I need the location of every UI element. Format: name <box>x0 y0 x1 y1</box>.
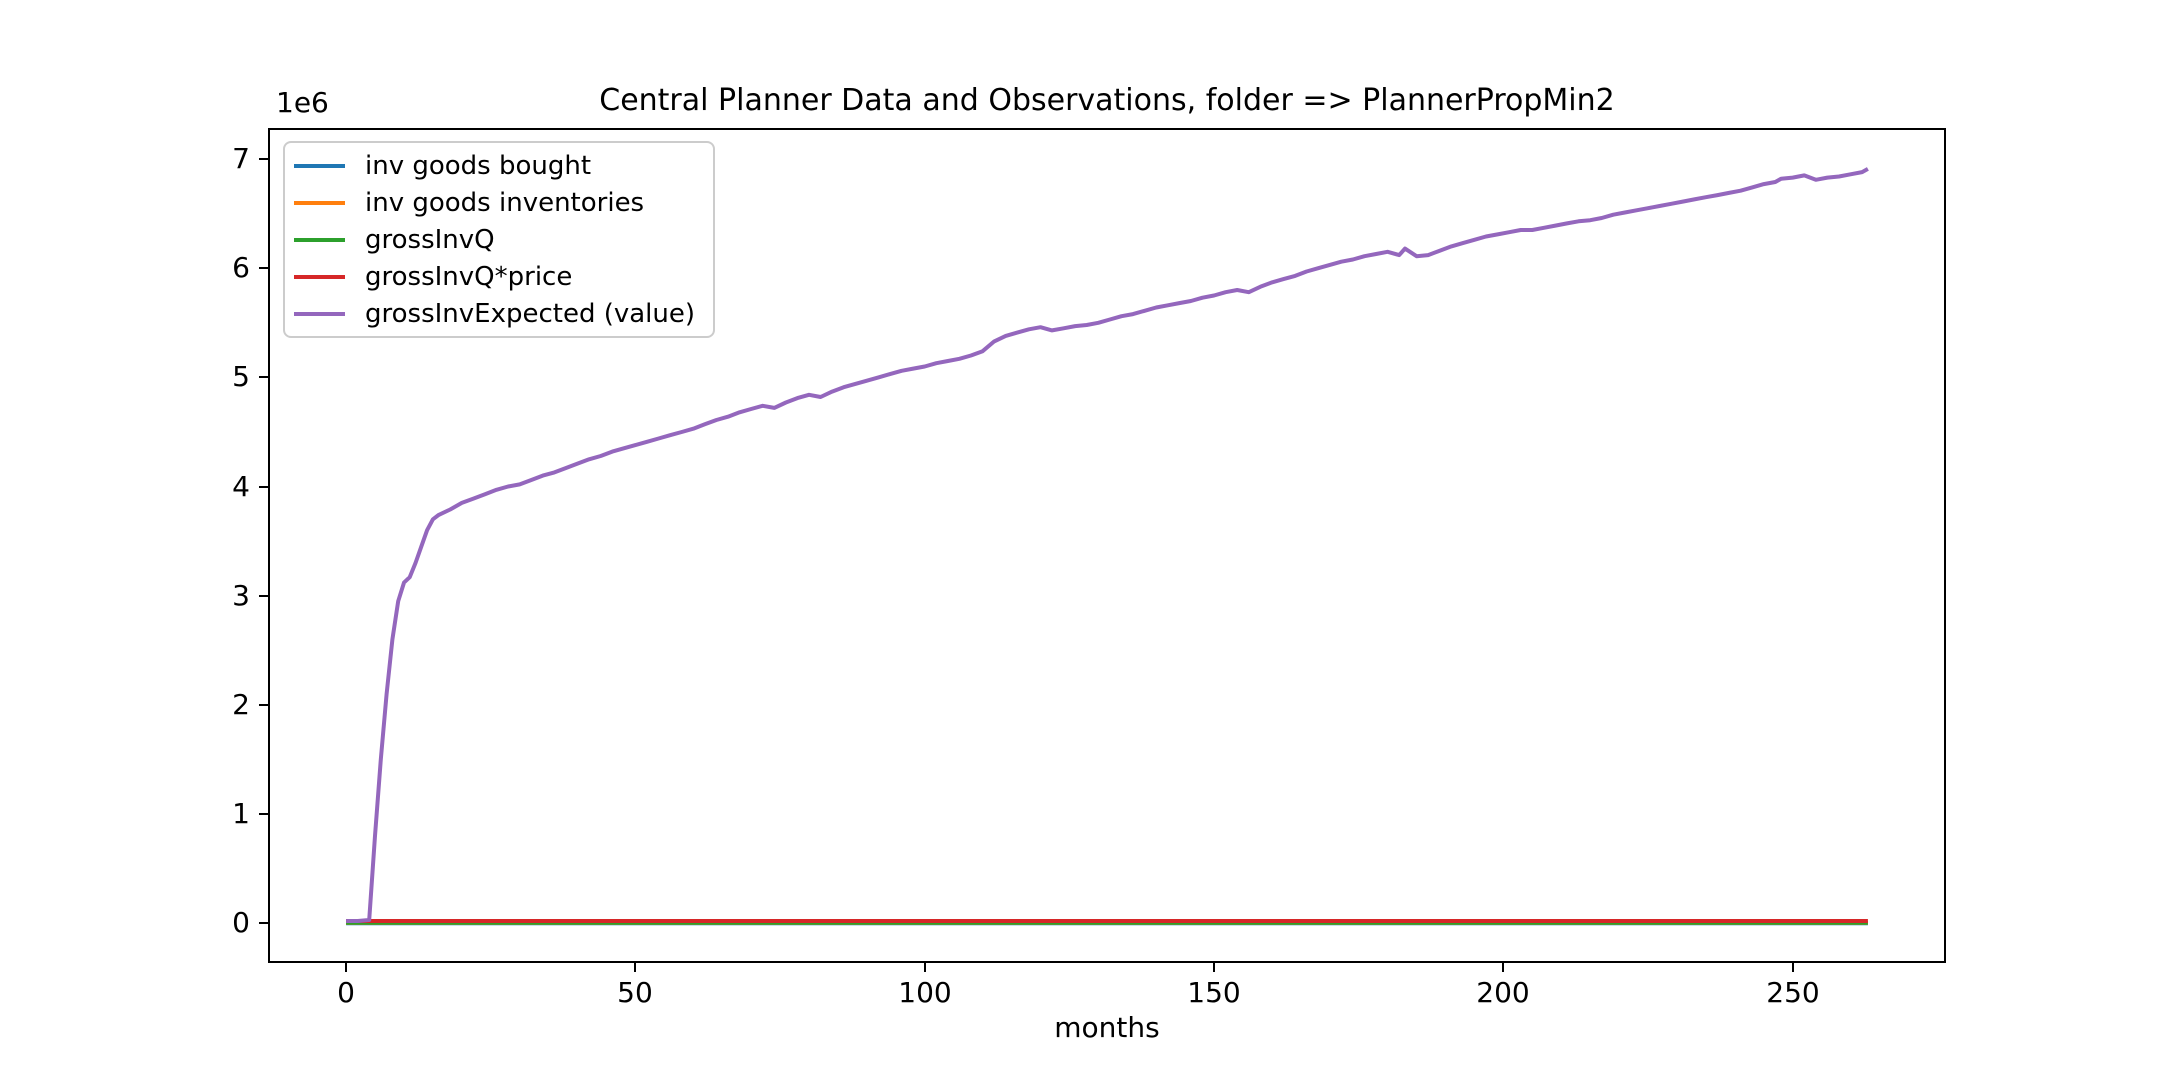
y-tick-mark <box>259 267 268 269</box>
y-tick-label: 6 <box>232 251 250 284</box>
legend-line-sample-icon <box>294 237 345 242</box>
legend: inv goods bought inv goods inventories gro… <box>283 141 716 338</box>
y-tick-label: 7 <box>232 142 250 175</box>
legend-line-sample-icon <box>294 200 345 205</box>
legend-item-label: grossInvExpected (value) <box>365 298 696 329</box>
legend-item-label: grossInvQ*price <box>365 261 573 292</box>
x-axis-ticks <box>270 963 1944 972</box>
x-tick-mark <box>924 963 926 972</box>
legend-line-sample-icon <box>294 163 345 168</box>
x-tick-mark <box>1792 963 1794 972</box>
x-axis-label: months <box>1054 1011 1160 1044</box>
legend-item-label: inv goods inventories <box>365 187 645 218</box>
chart-lines <box>346 167 1869 926</box>
y-tick-mark <box>259 376 268 378</box>
legend-item: grossInvQ*price <box>294 258 695 295</box>
chart-title: Central Planner Data and Observations, f… <box>599 83 1615 118</box>
x-tick-label: 100 <box>898 976 952 1009</box>
y-tick-mark <box>259 486 268 488</box>
x-axis-tick-labels: 0 50 100 150 200 250 <box>270 978 1944 1008</box>
x-tick-label: 150 <box>1187 976 1241 1009</box>
y-axis-offset-label: 1e6 <box>276 86 329 119</box>
legend-item-label: grossInvQ <box>365 224 495 255</box>
legend-item-label: inv goods bought <box>365 150 592 181</box>
legend-item: grossInvQ <box>294 221 695 258</box>
x-tick-label: 250 <box>1766 976 1820 1009</box>
x-tick-label: 50 <box>617 976 653 1009</box>
y-tick-mark <box>259 922 268 924</box>
y-tick-mark <box>259 813 268 815</box>
y-tick-label: 1 <box>232 797 250 830</box>
x-tick-mark <box>1213 963 1215 972</box>
x-tick-mark <box>634 963 636 972</box>
y-tick-label: 4 <box>232 470 250 503</box>
x-tick-mark <box>1502 963 1504 972</box>
plot-area: inv goods bought inv goods inventories gro… <box>268 128 1946 963</box>
x-tick-label: 0 <box>337 976 355 1009</box>
legend-item: inv goods bought <box>294 147 695 184</box>
y-tick-label: 0 <box>232 906 250 939</box>
x-tick-label: 200 <box>1476 976 1530 1009</box>
legend-item: grossInvExpected (value) <box>294 295 695 332</box>
series-line <box>346 167 1869 923</box>
legend-line-sample-icon <box>294 311 345 316</box>
y-tick-label: 5 <box>232 360 250 393</box>
legend-item: inv goods inventories <box>294 184 695 221</box>
y-tick-mark <box>259 595 268 597</box>
y-tick-mark <box>259 704 268 706</box>
legend-line-sample-icon <box>294 274 345 279</box>
y-tick-label: 2 <box>232 688 250 721</box>
y-tick-label: 3 <box>232 579 250 612</box>
y-tick-mark <box>259 158 268 160</box>
y-axis-tick-labels: 0 1 2 3 4 5 6 7 <box>120 130 250 961</box>
x-tick-mark <box>345 963 347 972</box>
y-axis-ticks <box>259 130 268 961</box>
